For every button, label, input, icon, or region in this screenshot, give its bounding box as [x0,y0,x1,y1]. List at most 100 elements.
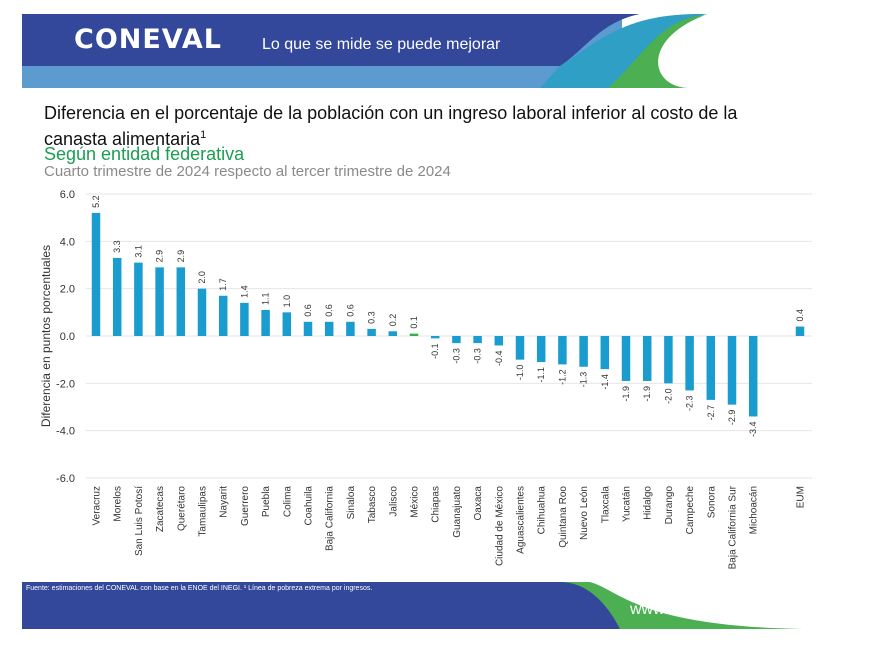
bar [91,212,101,336]
category-label: Ciudad de México [494,486,505,566]
chart-title-text: Diferencia en el porcentaje de la poblac… [44,103,738,149]
bar [367,328,376,336]
category-label: EUM [796,486,807,508]
data-label: -2.7 [706,405,716,421]
bar [240,302,249,336]
data-label: 5.2 [91,195,101,208]
bar [748,336,758,417]
bar [430,336,440,339]
category-label: Baja California [325,486,336,551]
bar [621,336,631,381]
y-tick-label: 0.0 [60,331,75,343]
category-label: Yucatán [622,486,633,522]
data-label: 0.4 [795,309,805,322]
data-label: -1.9 [642,386,652,402]
chart-period: Cuarto trimestre de 2024 respecto al ter… [44,163,451,180]
bar [346,321,355,336]
footer-url: www.coneval.org.mx [630,601,777,618]
category-label: Nuevo León [579,486,590,540]
data-label: -1.0 [515,365,525,381]
category-label: Sonora [706,486,717,519]
data-label: -3.4 [748,421,758,437]
y-tick-label: -2.0 [56,378,75,390]
data-label: 2.0 [197,271,207,284]
bar [155,267,164,336]
data-label: 0.2 [388,314,398,327]
data-label: -2.9 [727,410,737,426]
data-label: 0.6 [303,304,313,317]
y-tick-label: -6.0 [56,473,75,485]
category-label: Durango [664,486,675,525]
bar [324,321,334,336]
data-label: -1.2 [557,369,567,385]
data-label: -1.3 [579,372,589,388]
category-label: Morelos [113,486,124,522]
bar [452,336,461,344]
bar [558,336,567,365]
bar [600,336,610,370]
category-label: Hidalgo [643,486,654,520]
data-label: 0.1 [409,316,419,329]
data-label: 0.6 [324,304,334,317]
data-label: -0.1 [430,343,440,359]
bar [112,257,122,336]
bar [134,262,143,336]
y-tick-label: 2.0 [60,284,75,296]
bar [515,336,525,360]
data-label: -2.3 [685,395,695,411]
data-label: -1.4 [600,374,610,390]
category-label: Colima [282,486,293,518]
bar [409,333,419,336]
data-label: -0.3 [451,348,461,364]
category-label: Michoacán [749,486,760,534]
bar [579,336,588,367]
category-label: México [410,486,421,518]
category-label: Guanajuato [452,486,463,538]
category-label: Tamaulipas [198,486,209,537]
bar [795,326,805,336]
data-label: 0.6 [345,304,355,317]
bar [706,336,716,400]
tagline: Lo que se mide se puede mejorar [262,36,501,53]
data-label: 1.4 [239,285,249,298]
category-label: Chihuahua [537,486,548,535]
category-label: Quintana Roo [558,486,569,548]
category-label: Veracruz [92,486,103,525]
category-label: Jalisco [388,486,399,517]
y-tick-label: 6.0 [60,189,75,201]
category-label: Chiapas [431,486,442,523]
chart-title-footnote-mark: 1 [200,129,207,141]
bar [473,336,482,344]
data-label: 3.3 [112,240,122,253]
category-label: Tlaxcala [600,486,611,524]
coneval-logo: CONEVAL [74,24,222,55]
data-label: -0.4 [494,350,504,366]
bar [261,309,270,336]
data-label: -1.9 [621,386,631,402]
category-label: Puebla [261,486,272,518]
data-label: 1.1 [261,292,271,305]
bar [282,312,292,336]
category-label: Querétaro [176,486,187,531]
bar [536,336,546,363]
category-label: Sinaloa [346,486,357,520]
data-label: 2.9 [155,250,165,263]
category-label: Baja California Sur [728,485,739,569]
bar [664,336,673,384]
y-tick-label: 4.0 [60,236,75,248]
category-label: Guerrero [240,486,251,526]
category-label: Campeche [685,486,696,535]
bar [197,288,207,336]
data-label: 2.9 [176,250,186,263]
bar [218,295,228,336]
bar [494,336,504,346]
category-label: Nayarit [219,486,230,518]
category-label: Tabasco [367,486,378,524]
bar [685,336,694,391]
bar [176,267,186,336]
category-label: Zacatecas [155,486,166,532]
bar [303,321,313,336]
category-label: Oaxaca [473,486,484,521]
